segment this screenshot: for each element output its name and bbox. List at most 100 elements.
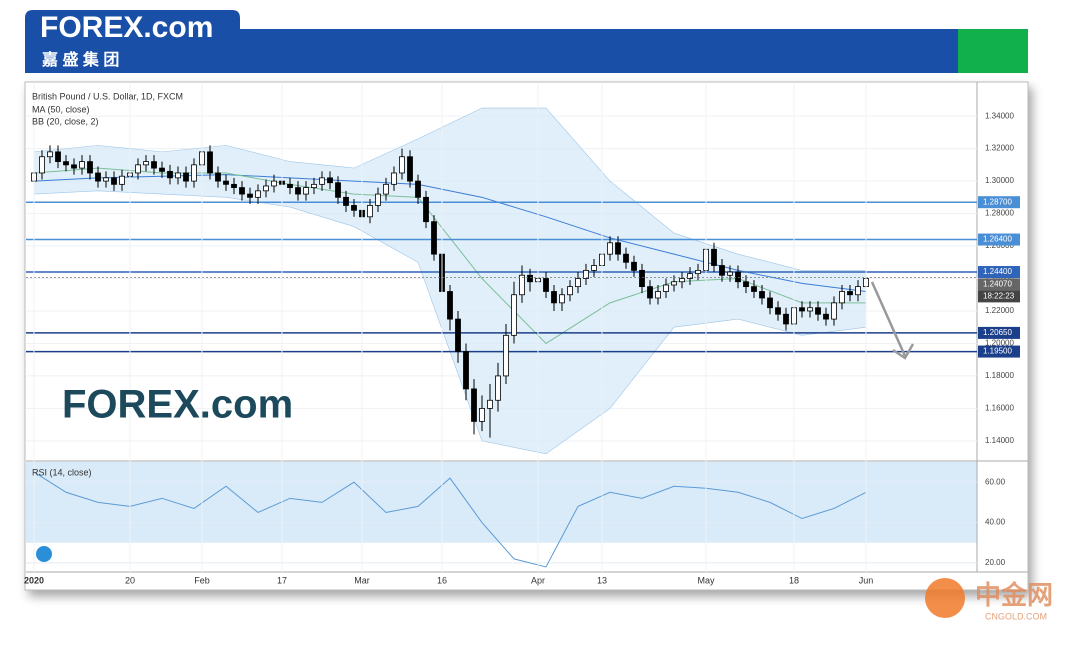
candle-body [487,399,493,409]
x-tick-label: 13 [597,575,607,585]
candle-body [855,286,861,296]
candle-body [63,161,69,166]
price-pane [26,107,977,455]
candle-body [759,291,765,299]
candle-body [767,297,773,309]
candle-body [447,291,453,320]
level-label-box [978,326,1020,339]
y-tick-label: 1.20000 [985,339,1014,348]
candle-body [247,193,253,198]
candle-body [783,313,789,325]
candle-body [687,273,693,279]
countdown-box [978,290,1020,303]
y-tick-label: 1.16000 [985,404,1014,413]
level-label-box [978,233,1020,246]
rsi-pane [26,471,977,568]
candle-body [639,269,645,288]
candle-body [831,302,837,320]
indicator-label: MA (50, close) [32,104,90,114]
x-tick-label: 16 [437,575,447,585]
level-label: 1.26400 [983,235,1012,244]
y-tick-label: 1.30000 [985,176,1014,185]
candle-body [607,242,613,255]
candle-body [775,307,781,315]
candle-body [95,172,101,182]
tv-icon [36,546,52,562]
y-tick-label: 1.34000 [985,111,1014,120]
candle-body [495,375,501,401]
rsi-label: RSI (14, close) [32,467,92,477]
candle-body [455,318,461,352]
x-tick-label: Mar [354,575,370,585]
candle-body [55,151,61,163]
candle-body [391,172,397,185]
candle-body [207,151,213,174]
candle-body [591,265,597,271]
x-tick-label: 17 [277,575,287,585]
x-tick-label: May [697,575,715,585]
candle-body [103,177,109,182]
level-label-box [978,266,1020,279]
candle-body [583,269,589,279]
candle-body [79,161,85,169]
level-label-box [978,345,1020,358]
candle-body [719,265,725,276]
candle-body [503,334,509,377]
candle-body [423,196,429,223]
candle-body [519,274,525,296]
candle-body [551,291,557,304]
candle-body [695,269,701,275]
axes: 2020 20 Feb 17 Mar 16 Apr 13 May 18 Jun1.140001.16… [24,84,1020,585]
candle-body [527,274,533,283]
brand: FOREX.com [40,11,213,44]
y-tick-label: 1.18000 [985,371,1014,380]
candle-body [311,183,317,188]
candle-body [71,164,77,169]
candle-body [183,172,189,182]
candle-body [231,183,237,188]
candle-body [679,278,685,283]
chart-title: British Pound / U.S. Dollar, 1D, FXCM [32,91,183,101]
candle-body [807,307,813,312]
x-tick-label: 18 [789,575,799,585]
candle-body [663,284,669,292]
y-tick-label: 1.32000 [985,144,1014,153]
level-label: 1.20650 [983,328,1012,337]
candle-body [327,177,333,184]
candle-body [303,187,309,195]
candle-body [351,205,357,211]
candle-body [335,182,341,198]
candle-body [631,261,637,271]
candle-body [223,180,229,185]
corner-logo [925,578,965,618]
level-label: 1.28700 [983,197,1012,206]
candle-body [751,286,757,292]
candle-body [711,248,717,266]
y-tick-label: 1.24000 [985,274,1014,283]
indicator-label: BB (20, close, 2) [32,116,99,126]
brand-cn: 嘉 盛 集 团 [41,50,119,69]
candle-body [367,205,373,218]
x-tick-label: 2020 [24,575,44,585]
candle-body [175,172,181,179]
candle-body [575,278,581,288]
watermark: FOREX.com [62,383,293,427]
candle-body [471,388,477,422]
candle-body [735,271,741,283]
rsi-tick-label: 20.00 [985,558,1006,567]
candle-body [543,278,549,292]
last-price-label: 1.24070 [983,279,1012,288]
candle-body [823,313,829,320]
forecast-arrow [870,281,915,360]
candle-body [343,196,349,206]
logo-tab [25,10,240,72]
candle-body [87,161,93,174]
rsi-line [33,471,867,568]
candle-body [383,183,389,195]
last-price-box [978,278,1020,291]
y-tick-label: 1.22000 [985,306,1014,315]
candle-body [271,180,277,187]
candle-body [151,161,157,169]
x-tick-label: Apr [531,575,545,585]
